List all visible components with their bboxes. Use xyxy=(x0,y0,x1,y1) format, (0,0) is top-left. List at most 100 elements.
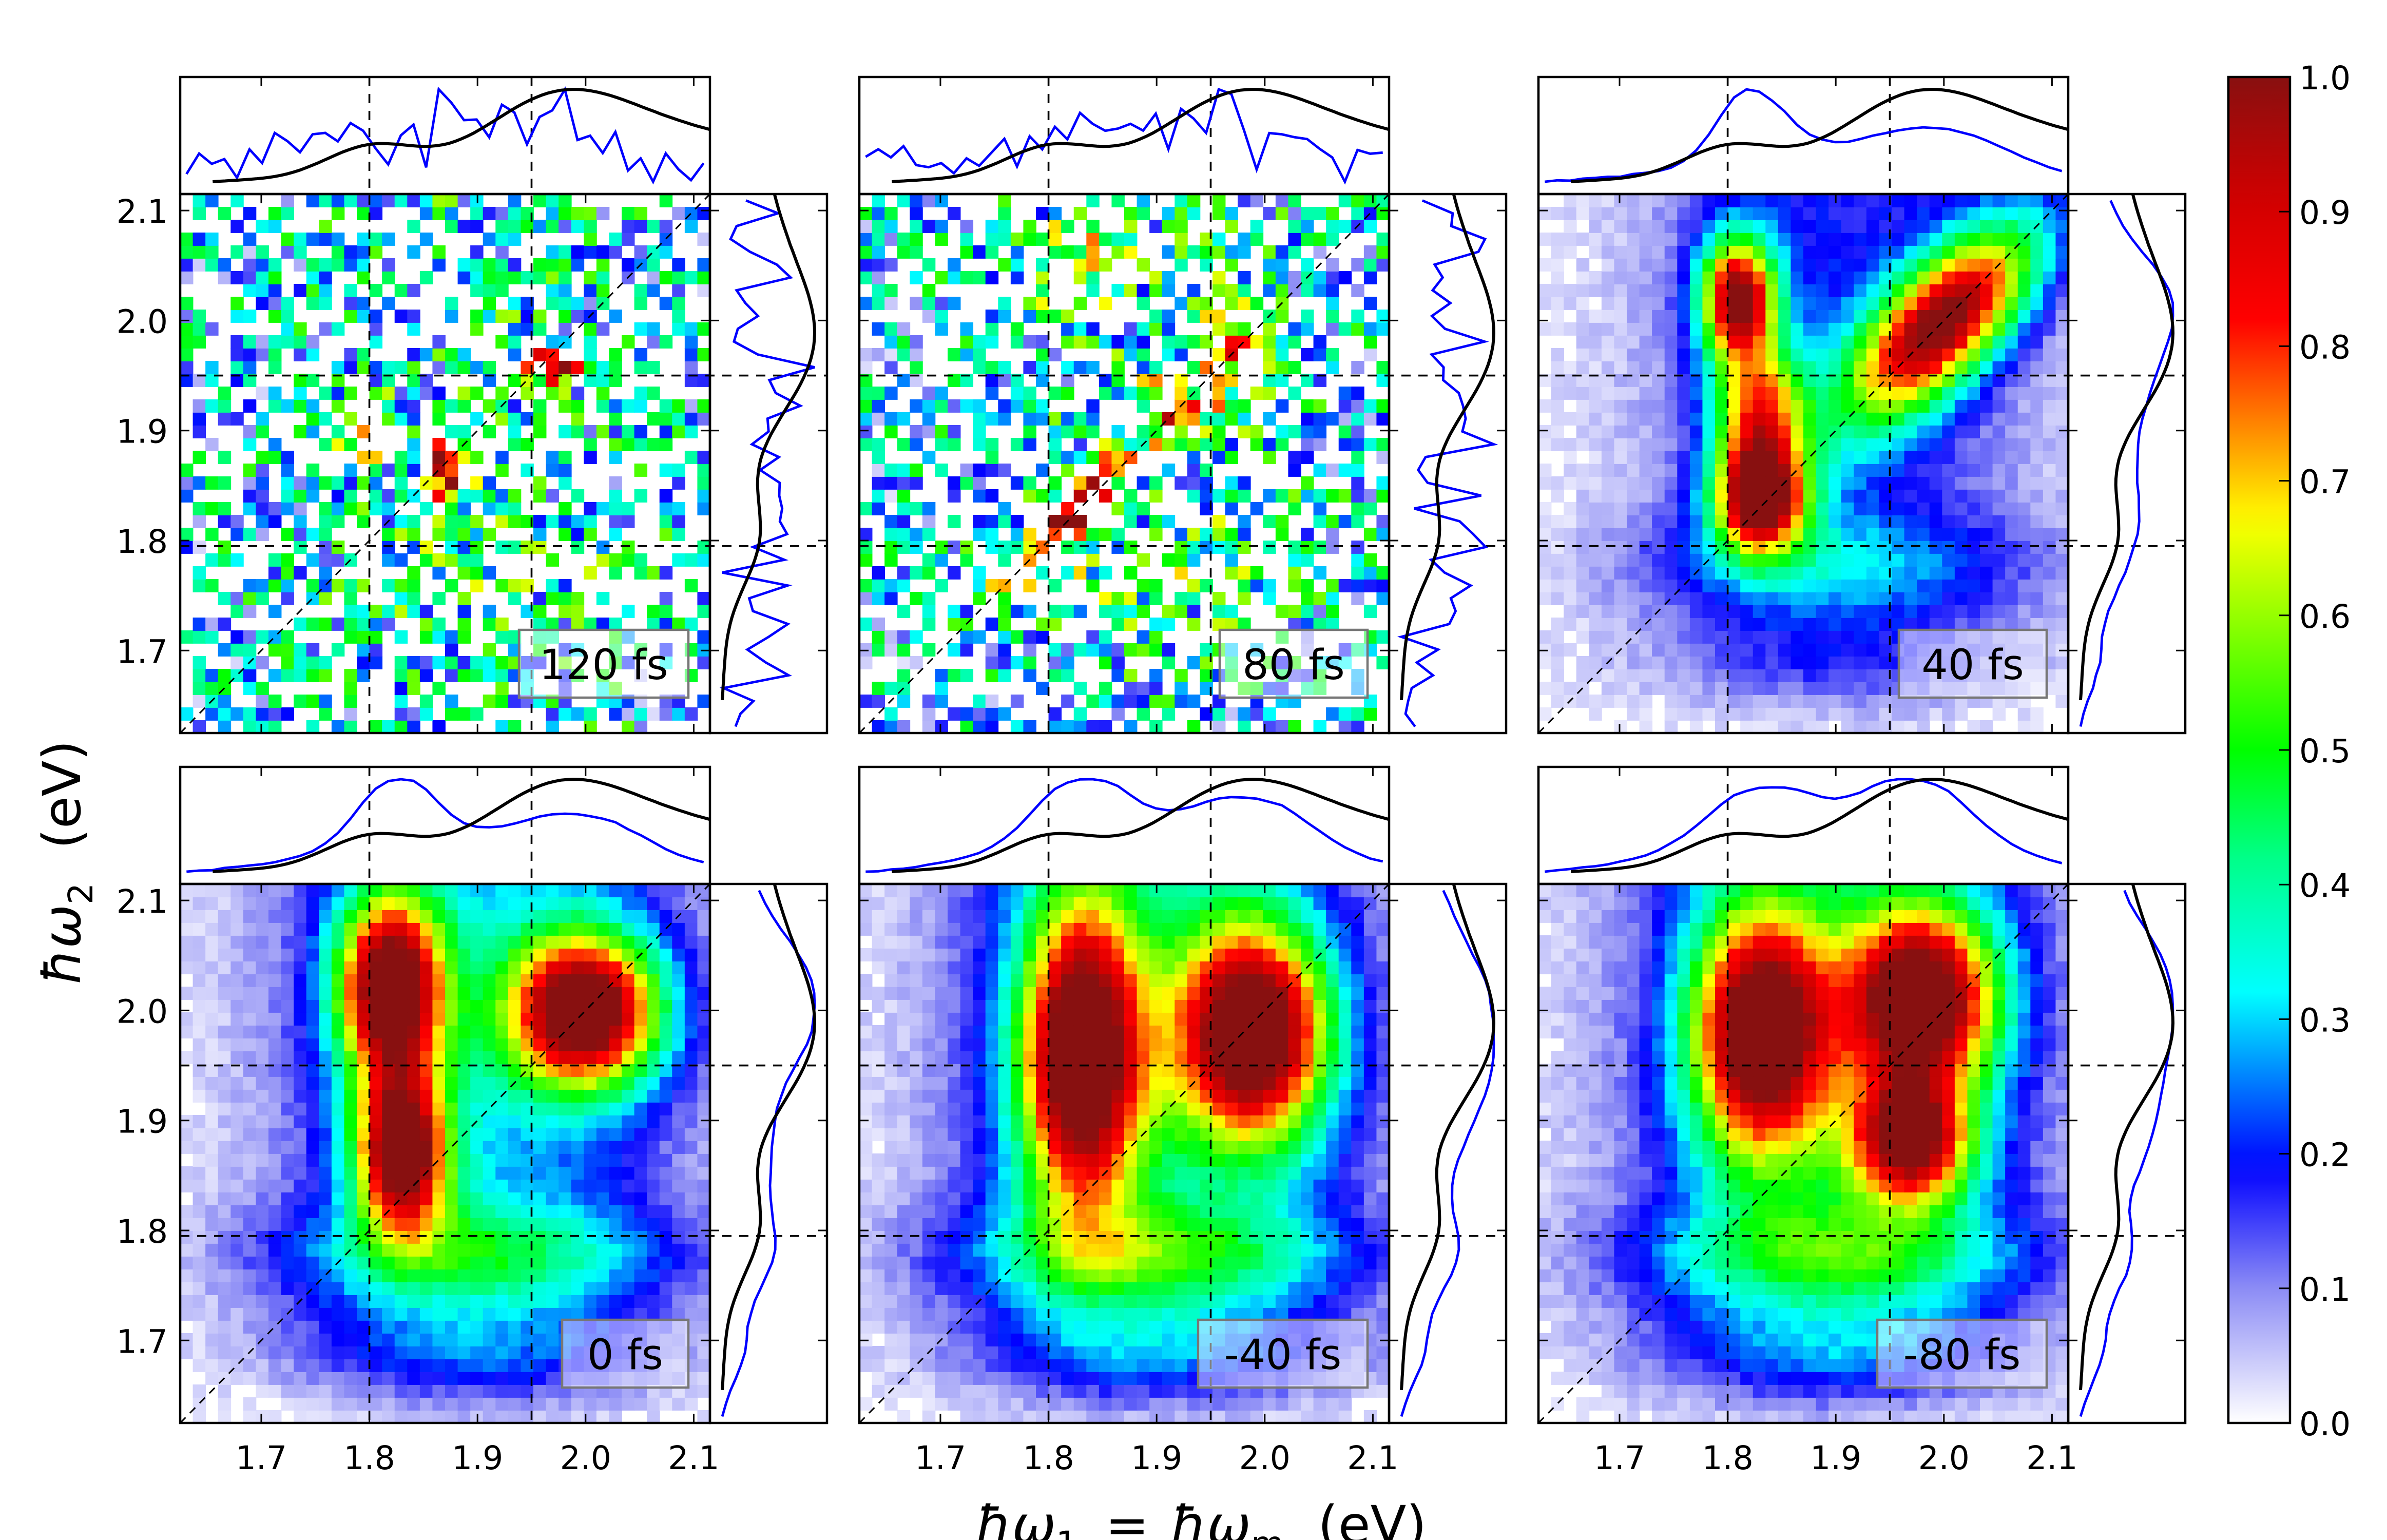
heatmap-cell xyxy=(584,1269,597,1282)
heatmap-cell xyxy=(1791,283,1804,297)
heatmap-cell xyxy=(1980,514,1993,528)
heatmap-cell xyxy=(230,656,244,669)
heatmap-cell xyxy=(294,1333,307,1346)
heatmap-cell xyxy=(1791,387,1804,400)
heatmap-cell xyxy=(382,1333,395,1346)
heatmap-cell xyxy=(1137,335,1150,349)
heatmap-cell xyxy=(947,605,961,618)
heatmap-cell xyxy=(470,451,484,464)
heatmap-cell xyxy=(1538,206,1552,220)
heatmap-cell xyxy=(256,1295,269,1308)
heatmap-cell xyxy=(256,451,269,464)
heatmap-cell xyxy=(495,283,509,297)
heatmap-cell xyxy=(306,656,320,669)
heatmap-cell xyxy=(1841,541,1855,554)
heatmap-cell xyxy=(1099,335,1112,349)
heatmap-cell xyxy=(1376,514,1390,528)
heatmap-cell xyxy=(672,1089,685,1103)
heatmap-cell xyxy=(1803,618,1817,631)
heatmap-cell xyxy=(1212,399,1226,413)
heatmap-cell xyxy=(1351,579,1364,592)
heatmap-cell xyxy=(369,1153,383,1167)
heatmap-cell xyxy=(1791,425,1804,438)
heatmap-cell xyxy=(1954,464,1968,477)
heatmap-cell xyxy=(2043,310,2056,323)
heatmap-cell xyxy=(1753,322,1766,336)
heatmap-cell xyxy=(884,476,898,490)
heatmap-cell xyxy=(306,695,320,708)
heatmap-cell xyxy=(382,1269,395,1282)
heatmap-cell xyxy=(1639,553,1653,567)
heatmap-cell xyxy=(1175,206,1188,220)
heatmap-cell xyxy=(407,1166,420,1180)
heatmap-cell xyxy=(1929,528,1943,541)
heatmap-cell xyxy=(1727,656,1741,669)
heatmap-cell xyxy=(697,1230,710,1244)
heatmap-cell xyxy=(419,1141,433,1154)
heatmap-cell xyxy=(1828,451,1842,464)
heatmap-cell xyxy=(1816,591,1830,605)
heatmap-cell xyxy=(2017,194,2031,207)
heatmap-cell xyxy=(357,1179,370,1192)
heatmap-cell xyxy=(1715,271,1728,284)
heatmap-cell xyxy=(445,297,458,310)
heatmap-cell xyxy=(533,541,547,554)
heatmap-cell xyxy=(872,271,886,284)
heatmap-cell xyxy=(1702,464,1716,477)
heatmap-cell xyxy=(1740,579,1754,592)
heatmap-cell xyxy=(1601,245,1615,259)
heatmap-cell xyxy=(432,1333,446,1346)
heatmap-cell xyxy=(1891,514,1905,528)
heatmap-cell xyxy=(218,1141,232,1154)
heatmap-cell xyxy=(947,476,961,490)
heatmap-cell xyxy=(306,643,320,657)
heatmap-cell xyxy=(884,206,898,220)
heatmap-cell xyxy=(1727,605,1741,618)
heatmap-cell xyxy=(1816,566,1830,580)
heatmap-cell xyxy=(306,579,320,592)
heatmap-cell xyxy=(432,387,446,400)
heatmap-cell xyxy=(1601,233,1615,246)
heatmap-cell xyxy=(243,1243,257,1257)
heatmap-cell xyxy=(218,707,232,721)
heatmap-cell xyxy=(369,643,383,657)
heatmap-cell xyxy=(1702,528,1716,541)
heatmap-cell xyxy=(1614,437,1627,451)
heatmap-cell xyxy=(922,618,936,631)
heatmap-cell xyxy=(470,553,484,567)
heatmap-cell xyxy=(192,1166,206,1180)
heatmap-cell xyxy=(1664,245,1678,259)
heatmap-cell xyxy=(432,630,446,644)
heatmap-cell xyxy=(1954,425,1968,438)
heatmap-cell xyxy=(546,1256,560,1269)
heatmap-cell xyxy=(872,630,886,644)
heatmap-cell xyxy=(192,1192,206,1205)
heatmap-cell xyxy=(268,579,282,592)
heatmap-cell xyxy=(1564,566,1577,580)
heatmap-cell xyxy=(457,553,471,567)
heatmap-cell xyxy=(672,476,685,490)
heatmap-cell xyxy=(1967,206,1980,220)
heatmap-cell xyxy=(634,348,648,361)
heatmap-cell xyxy=(1149,668,1163,682)
heatmap-cell xyxy=(1601,643,1615,657)
heatmap-cell xyxy=(331,425,345,438)
heatmap-cell xyxy=(622,220,635,233)
heatmap-cell xyxy=(1677,348,1690,361)
heatmap-cell xyxy=(1086,425,1100,438)
heatmap-cell xyxy=(1917,360,1930,374)
heatmap-cell xyxy=(256,220,269,233)
heatmap-cell xyxy=(2005,412,2018,426)
heatmap-cell xyxy=(1992,297,2006,310)
heatmap-cell xyxy=(634,1295,648,1308)
heatmap-cell xyxy=(634,425,648,438)
heatmap-cell xyxy=(432,1358,446,1372)
heatmap-cell xyxy=(1225,322,1239,336)
heatmap-cell xyxy=(508,1269,522,1282)
heatmap-cell xyxy=(205,322,219,336)
heatmap-cell xyxy=(1715,348,1728,361)
heatmap-cell xyxy=(470,1372,484,1385)
heatmap-cell xyxy=(884,579,898,592)
heatmap-cell xyxy=(1576,502,1590,515)
heatmap-cell xyxy=(1086,528,1100,541)
